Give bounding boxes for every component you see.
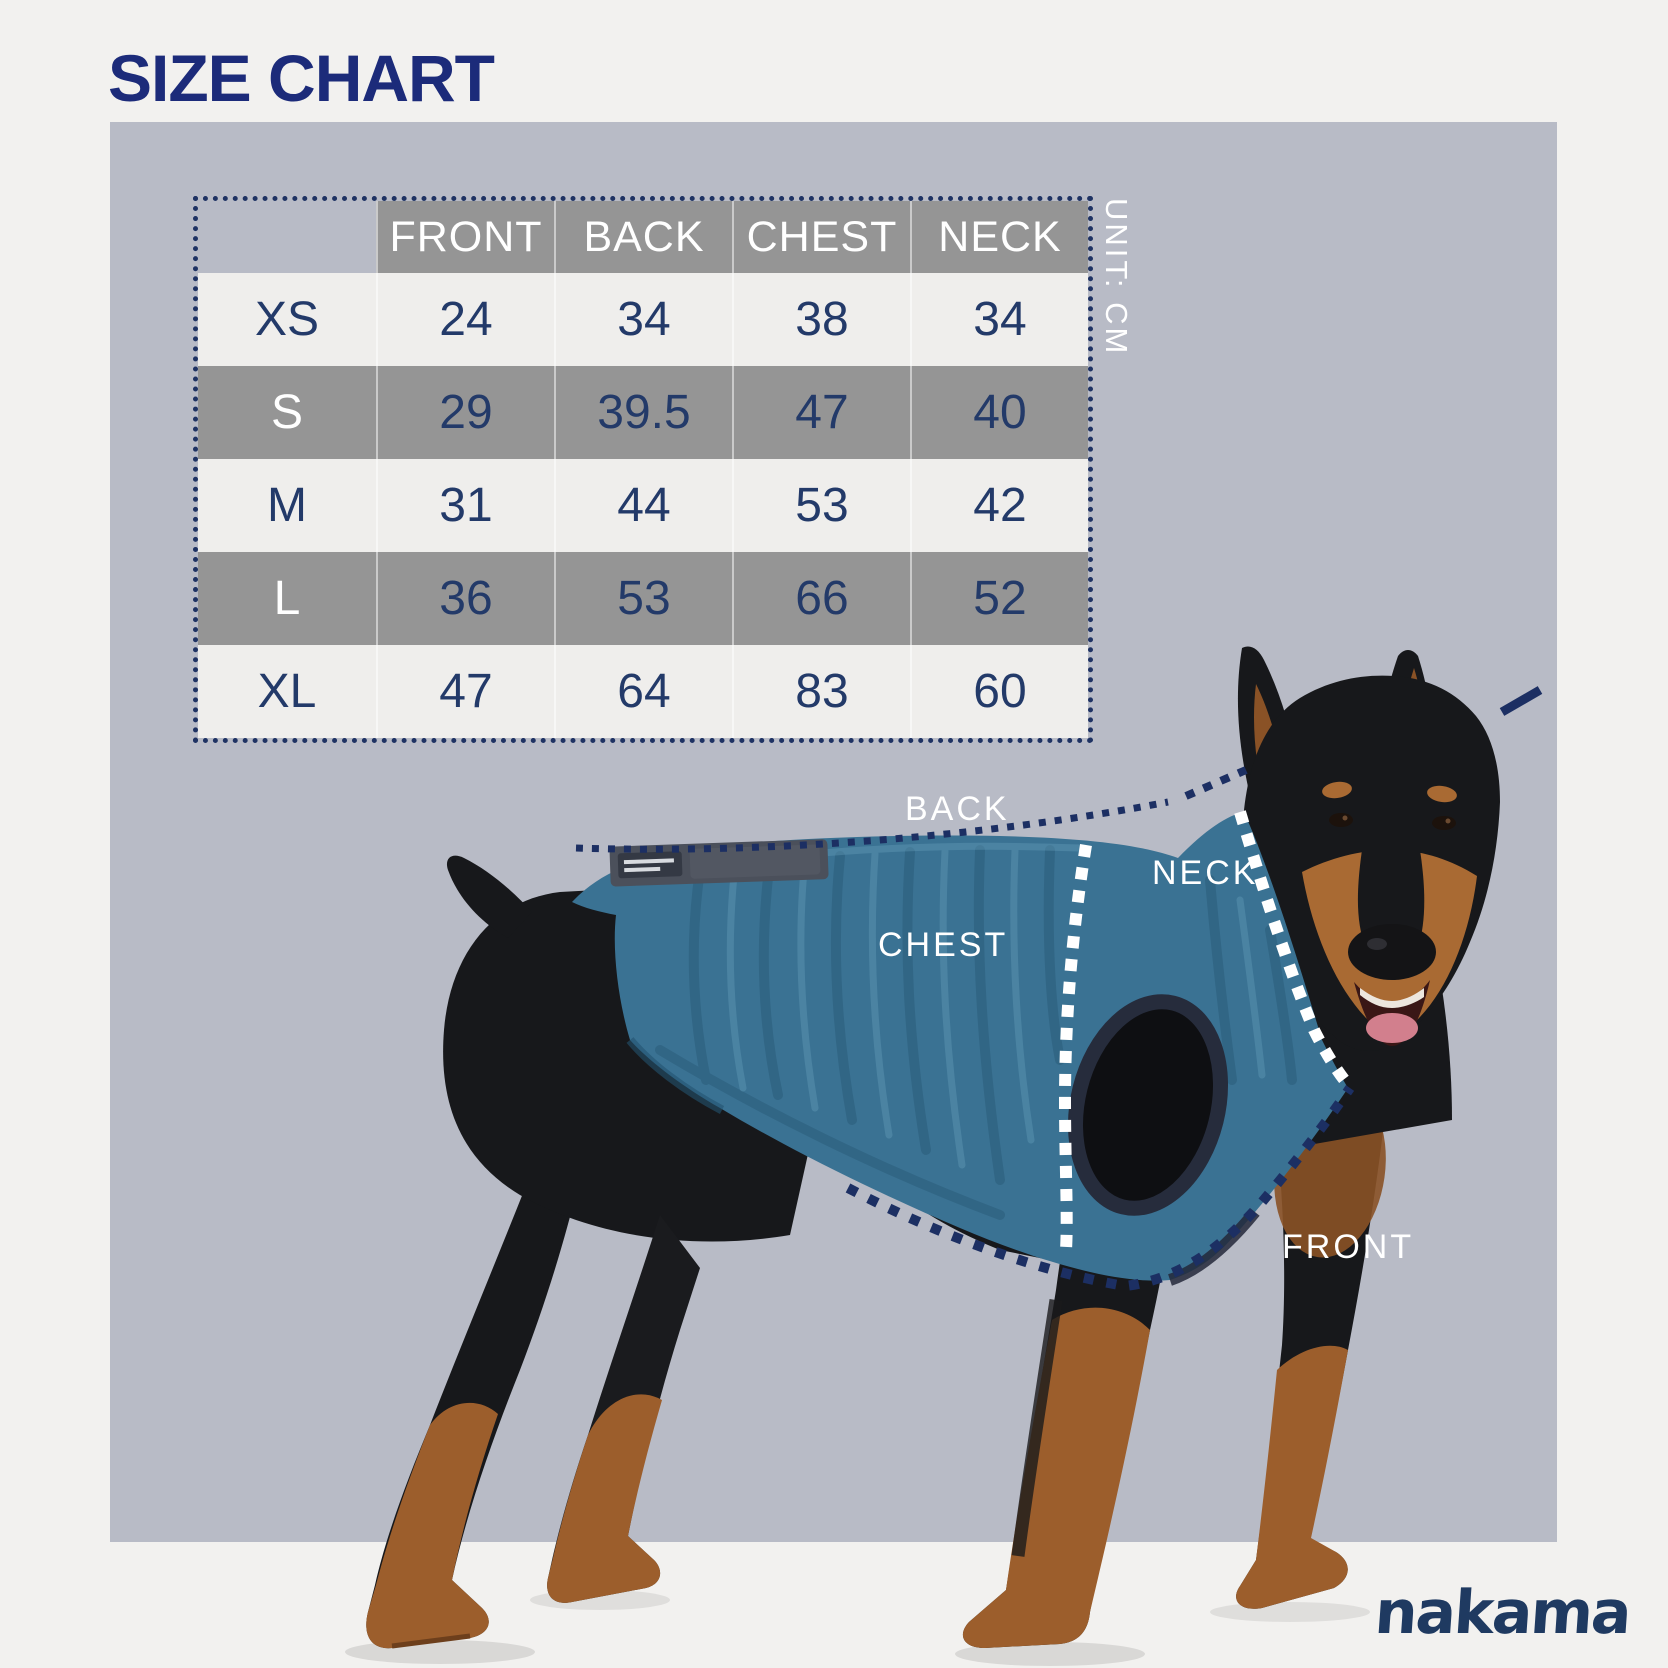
cell-xl-chest: 83 <box>732 645 910 738</box>
back-measure-tick <box>1184 766 1248 800</box>
page-title: SIZE CHART <box>108 41 495 115</box>
back-measure-label: BACK <box>905 790 1010 828</box>
cell-s-back: 39.5 <box>554 366 732 459</box>
cell-l-chest: 66 <box>732 552 910 645</box>
cell-s-neck: 40 <box>910 366 1088 459</box>
measurement-lines <box>575 686 1543 1292</box>
row-xs-size: XS <box>198 273 376 366</box>
cell-xs-neck: 34 <box>910 273 1088 366</box>
row-xl-size: XL <box>198 645 376 738</box>
neck-measure-label: NECK <box>1152 854 1259 892</box>
col-header-chest: CHEST <box>732 201 910 273</box>
col-header-neck: NECK <box>910 201 1088 273</box>
cell-s-front: 29 <box>376 366 554 459</box>
cell-m-neck: 42 <box>910 459 1088 552</box>
cell-xl-back: 64 <box>554 645 732 738</box>
cell-m-front: 31 <box>376 459 554 552</box>
cell-l-front: 36 <box>376 552 554 645</box>
table-corner-cell <box>198 201 376 273</box>
back-measure-line <box>575 798 1169 853</box>
cell-xl-neck: 60 <box>910 645 1088 738</box>
chest-measure-label: CHEST <box>878 926 1009 964</box>
cell-xs-chest: 38 <box>732 273 910 366</box>
cell-l-back: 53 <box>554 552 732 645</box>
neck-measure-line <box>1234 810 1351 1086</box>
cell-m-back: 44 <box>554 459 732 552</box>
back-measure-end <box>1499 686 1543 716</box>
cell-xs-back: 34 <box>554 273 732 366</box>
brand-logo: nakama <box>1372 1578 1633 1648</box>
cell-m-chest: 53 <box>732 459 910 552</box>
row-m-size: M <box>198 459 376 552</box>
front-measure-label: FRONT <box>1282 1228 1415 1266</box>
cell-s-chest: 47 <box>732 366 910 459</box>
size-table: FRONT BACK CHEST NECK XS 24 34 38 34 S 2… <box>193 196 1093 743</box>
unit-label: UNIT: CM <box>1099 198 1134 357</box>
col-header-back: BACK <box>554 201 732 273</box>
chest-measure-line <box>1058 844 1092 1251</box>
row-l-size: L <box>198 552 376 645</box>
row-s-size: S <box>198 366 376 459</box>
cell-xl-front: 47 <box>376 645 554 738</box>
cell-xs-front: 24 <box>376 273 554 366</box>
cell-l-neck: 52 <box>910 552 1088 645</box>
doberman-dog <box>345 646 1500 1666</box>
col-header-front: FRONT <box>376 201 554 273</box>
